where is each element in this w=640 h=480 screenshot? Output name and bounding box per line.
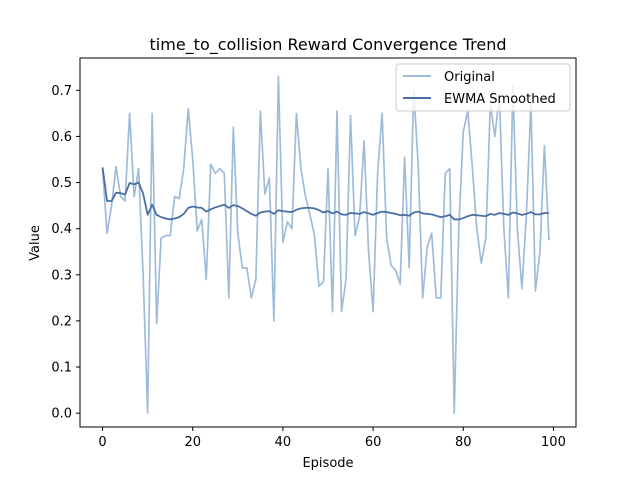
y-tick-label: 0.4 bbox=[51, 222, 72, 237]
y-tick-label: 0.6 bbox=[51, 130, 72, 145]
y-tick-label: 0.3 bbox=[51, 268, 72, 283]
series-line-ewma-smoothed bbox=[101, 167, 549, 221]
y-tick-label: 0.1 bbox=[51, 361, 72, 376]
y-axis-label: Value bbox=[28, 225, 43, 261]
series-line-original bbox=[101, 75, 550, 415]
y-tick-label: 0.2 bbox=[51, 314, 72, 329]
y-tick-label: 0.7 bbox=[51, 84, 72, 99]
x-axis-ticks: 0 20 40 60 80 100 bbox=[98, 427, 566, 450]
y-axis-ticks: 0.0 0.1 0.2 0.3 0.4 0.5 0.6 0.7 bbox=[51, 84, 80, 422]
x-tick-label: 80 bbox=[455, 435, 472, 450]
legend-box bbox=[395, 63, 571, 112]
y-tick-label: 0.0 bbox=[51, 407, 72, 422]
legend-label-original: Original bbox=[444, 70, 495, 85]
x-tick-label: 20 bbox=[184, 435, 201, 450]
chart-title: time_to_collision Reward Convergence Tre… bbox=[150, 35, 507, 55]
legend-label-ewma-smoothed: EWMA Smoothed bbox=[444, 92, 556, 107]
x-tick-label: 60 bbox=[365, 435, 382, 450]
x-tick-label: 40 bbox=[275, 435, 292, 450]
x-tick-label: 0 bbox=[98, 435, 106, 450]
plot-lines bbox=[101, 75, 550, 415]
x-axis-label: Episode bbox=[302, 456, 353, 471]
plot-area-frame bbox=[79, 57, 577, 428]
y-tick-label: 0.5 bbox=[51, 176, 72, 191]
x-tick-label: 100 bbox=[541, 435, 566, 450]
legend: Original EWMA Smoothed bbox=[395, 63, 571, 112]
